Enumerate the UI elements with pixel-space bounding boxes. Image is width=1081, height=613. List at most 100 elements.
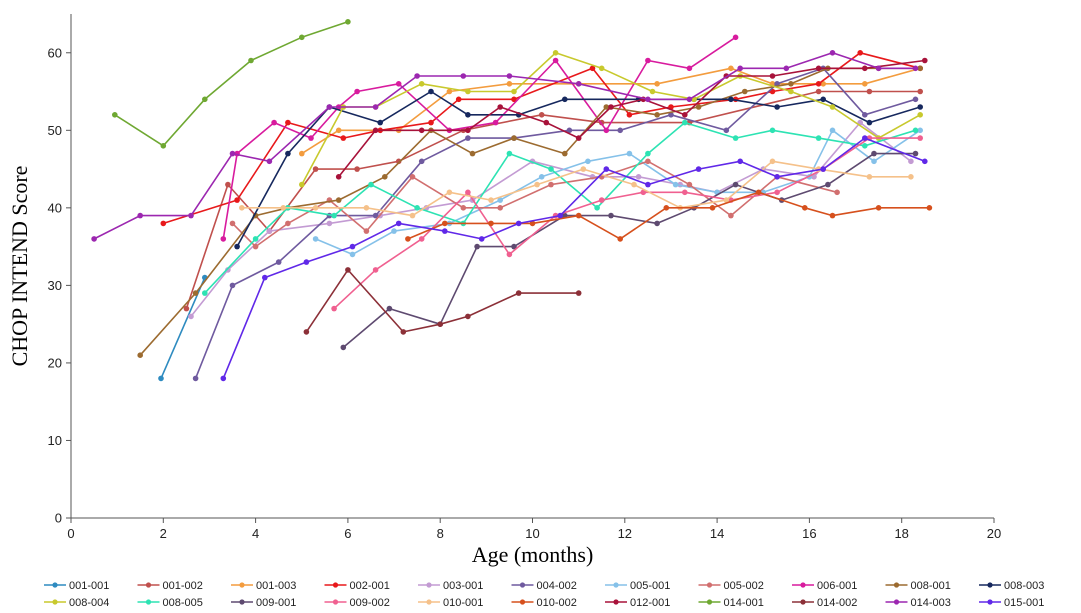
- legend-marker: [893, 582, 900, 588]
- series-001-002: [183, 88, 923, 312]
- data-point: [418, 158, 425, 165]
- data-point: [755, 189, 762, 196]
- data-point: [603, 127, 610, 134]
- legend-label: 005-002: [724, 580, 764, 592]
- data-point: [492, 119, 499, 126]
- y-tick-label: 0: [55, 511, 62, 526]
- data-point: [917, 135, 923, 141]
- series-line: [241, 160, 911, 217]
- data-point: [368, 181, 374, 188]
- data-point: [686, 96, 693, 103]
- data-point: [160, 220, 167, 227]
- series-line: [305, 269, 579, 333]
- data-point: [409, 212, 416, 219]
- data-point: [575, 81, 582, 87]
- legend-marker: [800, 582, 806, 588]
- data-point: [575, 135, 582, 141]
- legend-item: 008-005: [137, 597, 203, 609]
- data-point: [340, 344, 347, 351]
- data-point: [815, 65, 822, 72]
- data-point: [538, 112, 545, 118]
- legend-label: 003-001: [443, 580, 483, 592]
- legend-marker: [800, 599, 806, 605]
- y-tick-label: 40: [48, 200, 62, 215]
- data-point: [395, 220, 402, 227]
- data-point: [465, 112, 471, 118]
- series-004-002: [192, 65, 919, 382]
- data-point: [202, 96, 208, 103]
- data-point: [335, 174, 342, 180]
- data-point: [788, 81, 794, 87]
- data-point: [769, 127, 776, 134]
- legend-marker: [239, 582, 245, 588]
- data-point: [645, 150, 651, 157]
- data-point: [234, 243, 240, 250]
- legend-item: 001-002: [137, 580, 203, 592]
- data-point: [511, 88, 517, 95]
- data-point: [395, 158, 402, 165]
- data-point: [534, 181, 540, 188]
- data-point: [912, 150, 919, 157]
- data-point: [917, 112, 923, 118]
- x-tick-label: 14: [710, 526, 724, 541]
- data-point: [506, 73, 513, 79]
- data-point: [405, 236, 411, 242]
- y-tick-label: 20: [48, 355, 62, 370]
- series-009-002: [331, 135, 923, 312]
- data-point: [732, 34, 739, 41]
- data-point: [158, 375, 164, 382]
- data-point: [580, 166, 587, 172]
- data-point: [538, 174, 545, 180]
- data-point: [225, 181, 231, 188]
- data-point: [566, 127, 573, 134]
- data-point: [442, 228, 448, 234]
- legend-label: 010-002: [537, 597, 577, 609]
- data-point: [926, 205, 933, 211]
- data-point: [866, 174, 873, 180]
- data-point: [626, 112, 633, 118]
- data-point: [511, 96, 517, 103]
- data-point: [829, 104, 836, 110]
- data-point: [183, 305, 190, 312]
- data-point: [585, 158, 591, 165]
- series-015-001: [220, 135, 928, 382]
- legend-label: 001-001: [69, 580, 109, 592]
- data-point: [575, 212, 582, 219]
- data-point: [774, 104, 780, 110]
- legend-label: 009-002: [350, 597, 390, 609]
- legend-item: 010-002: [511, 597, 577, 609]
- data-point: [635, 174, 642, 180]
- legend-item: 004-002: [511, 580, 577, 592]
- data-point: [645, 158, 651, 165]
- data-point: [820, 96, 826, 103]
- data-point: [825, 181, 831, 188]
- x-axis-title: Age (months): [472, 542, 594, 567]
- x-tick-label: 8: [437, 526, 444, 541]
- data-point: [548, 181, 554, 188]
- data-point: [875, 205, 882, 211]
- data-point: [382, 174, 388, 180]
- data-point: [220, 375, 227, 382]
- data-point: [331, 305, 337, 312]
- legend-label: 008-001: [911, 580, 951, 592]
- legend-item: 010-001: [418, 597, 483, 609]
- legend-item: 001-003: [231, 580, 296, 592]
- y-tick-label: 30: [48, 278, 62, 293]
- data-point: [335, 127, 342, 134]
- data-point: [220, 236, 227, 242]
- legend-marker: [145, 582, 152, 588]
- legend-label: 001-002: [163, 580, 203, 592]
- data-point: [649, 88, 656, 95]
- data-point: [437, 321, 444, 328]
- data-point: [866, 88, 873, 95]
- data-point: [557, 212, 563, 219]
- data-point: [552, 57, 559, 64]
- series-line: [93, 51, 916, 240]
- legend-label: 008-005: [163, 597, 203, 609]
- data-point: [455, 96, 462, 103]
- data-point: [594, 205, 600, 211]
- data-point: [682, 112, 688, 118]
- legend-label: 014-002: [817, 597, 857, 609]
- chart-legend: 001-001 001-002 001-003 002-001 003-001 004-0…: [44, 580, 1044, 609]
- y-tick-label: 60: [48, 45, 62, 60]
